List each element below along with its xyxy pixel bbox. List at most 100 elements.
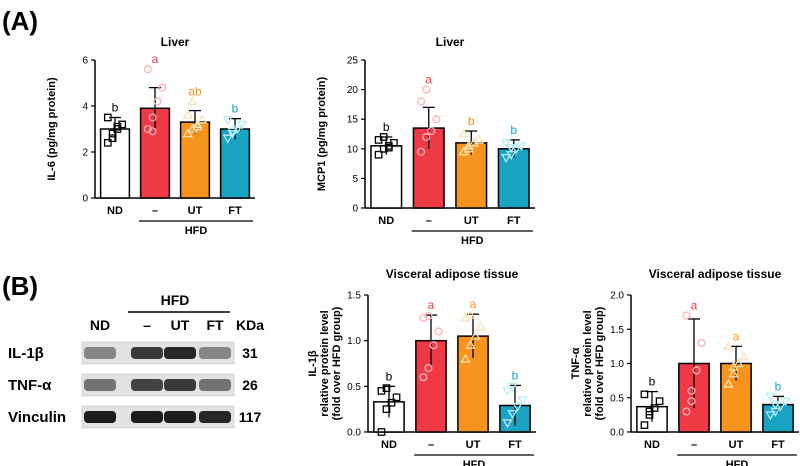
data-point bbox=[103, 138, 112, 147]
data-point bbox=[655, 397, 664, 406]
data-point bbox=[506, 143, 517, 153]
significance-letter: b bbox=[112, 101, 119, 115]
blot-band bbox=[84, 379, 116, 391]
y-tick-label: 4 bbox=[82, 102, 88, 113]
data-point bbox=[465, 309, 476, 319]
data-point bbox=[517, 396, 528, 406]
data-point bbox=[384, 143, 393, 152]
y-tick-label: 10 bbox=[347, 144, 359, 155]
bar bbox=[99, 128, 131, 199]
y-tick-label: 2.0 bbox=[610, 291, 624, 302]
x-tick-label: ND bbox=[381, 439, 397, 451]
x-tick-label: – bbox=[426, 215, 432, 227]
x-tick-label: UT bbox=[729, 439, 744, 451]
significance-letter: b bbox=[510, 123, 517, 137]
data-point bbox=[222, 134, 233, 144]
data-point bbox=[108, 134, 117, 143]
bar-chart-2: Liver 0 5 10 15 20 25 MCP1 (pg/mg protein) b ND a –… bbox=[316, 35, 535, 247]
chart-title: Liver bbox=[161, 35, 190, 49]
y-axis-label: relative protein level bbox=[319, 310, 331, 416]
significance-letter: a bbox=[425, 73, 432, 87]
data-point bbox=[192, 121, 203, 131]
blot-band bbox=[131, 379, 163, 391]
y-tick-label: 15 bbox=[347, 115, 359, 126]
data-point bbox=[765, 392, 776, 402]
data-point bbox=[158, 83, 167, 92]
blot-lane-label: – bbox=[143, 317, 151, 333]
data-point bbox=[148, 113, 157, 122]
blot-kda-value: 31 bbox=[242, 345, 258, 361]
x-tick-label: UT bbox=[466, 439, 481, 451]
data-point bbox=[237, 120, 248, 130]
data-point bbox=[417, 147, 426, 156]
y-tick-label: 0 bbox=[352, 204, 358, 215]
data-point bbox=[458, 128, 469, 138]
blot-band bbox=[84, 411, 116, 423]
data-point bbox=[645, 407, 654, 416]
western-blot: HFD ND – UT FT KDa IL-1β 31 TNF-α 26 Vinculin 117 bbox=[8, 292, 264, 429]
significance-letter: b bbox=[775, 379, 782, 393]
data-point bbox=[197, 114, 208, 124]
panel-b-label: (B) bbox=[2, 271, 38, 301]
data-point bbox=[390, 139, 398, 147]
data-point bbox=[422, 132, 431, 142]
y-tick-label: 0.5 bbox=[347, 382, 361, 393]
significance-letter: ab bbox=[188, 84, 202, 98]
data-point bbox=[460, 353, 471, 363]
y-tick-label: 1.5 bbox=[347, 291, 361, 302]
data-point bbox=[640, 421, 649, 430]
blot-band bbox=[164, 411, 196, 423]
data-point bbox=[182, 128, 193, 138]
data-point bbox=[222, 116, 233, 126]
data-point bbox=[502, 387, 513, 397]
blot-hfd-label: HFD bbox=[161, 292, 190, 308]
group-label: HFD bbox=[463, 459, 486, 466]
x-tick-label: ND bbox=[107, 205, 123, 217]
data-point bbox=[379, 133, 388, 141]
group-label: HFD bbox=[461, 235, 484, 247]
data-point bbox=[640, 390, 649, 399]
data-point bbox=[765, 411, 776, 421]
data-point bbox=[475, 321, 486, 331]
data-point bbox=[424, 364, 433, 373]
significance-letter: b bbox=[512, 368, 519, 382]
bar-chart-3: Visceral adipose tissue 0.0 0.5 1.0 1.5 IL-1β… bbox=[307, 267, 536, 466]
x-tick-label: UT bbox=[464, 215, 479, 227]
data-point bbox=[387, 398, 396, 407]
data-point bbox=[723, 341, 734, 351]
x-tick-label: FT bbox=[228, 205, 242, 217]
blot-lane-label: UT bbox=[171, 317, 190, 333]
data-point bbox=[434, 327, 443, 336]
data-point bbox=[382, 384, 391, 393]
data-point bbox=[148, 127, 157, 136]
significance-letter: b bbox=[386, 369, 393, 383]
y-axis-label: TNF-α bbox=[570, 347, 582, 379]
data-point bbox=[516, 142, 527, 152]
data-point bbox=[232, 125, 243, 135]
group-label: HFD bbox=[185, 225, 208, 237]
chart-title: Liver bbox=[436, 35, 465, 49]
blot-band bbox=[131, 347, 163, 359]
x-tick-label: FT bbox=[508, 439, 522, 451]
data-point bbox=[419, 373, 428, 382]
x-tick-label: – bbox=[152, 205, 158, 217]
data-point bbox=[118, 120, 127, 129]
y-tick-label: 0.0 bbox=[610, 428, 624, 439]
significance-letter: b bbox=[383, 120, 390, 134]
data-point bbox=[692, 366, 701, 375]
bar-chart-4: Visceral adipose tissue 0.0 0.5 1.0 1.5 2.0 TN… bbox=[570, 267, 799, 466]
data-point bbox=[182, 109, 193, 119]
blot-band bbox=[199, 379, 231, 391]
significance-letter: a bbox=[470, 297, 477, 311]
data-point bbox=[507, 410, 518, 420]
data-point bbox=[728, 368, 739, 378]
y-tick-label: 0 bbox=[82, 194, 88, 205]
data-point bbox=[473, 134, 485, 144]
data-point bbox=[723, 378, 734, 388]
data-point bbox=[432, 115, 441, 124]
data-point bbox=[500, 139, 512, 149]
significance-letter: a bbox=[691, 299, 698, 313]
data-point bbox=[113, 122, 122, 131]
group-label: HFD bbox=[726, 459, 749, 466]
